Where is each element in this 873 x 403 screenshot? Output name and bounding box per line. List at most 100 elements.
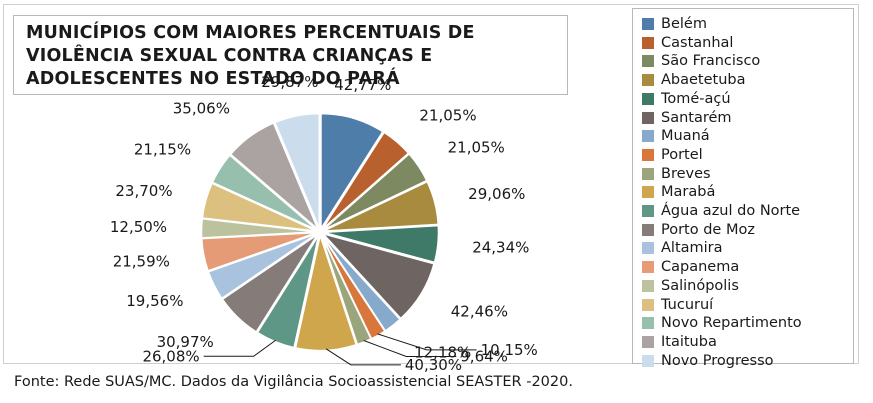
legend-swatch [642, 55, 654, 68]
legend-item-capanema: Capanema [642, 258, 739, 276]
legend-item-novo-progresso: Novo Progresso [642, 352, 774, 370]
chart-title-line-3: ADOLESCENTES NO ESTADO DO PARÁ [26, 69, 400, 89]
legend-item-agua-azul-do-norte: Água azul do Norte [642, 202, 800, 220]
pie-slice-breves [320, 234, 373, 346]
legend-swatch [642, 242, 654, 255]
legend-item-tome-acu: Tomé-açú [642, 90, 731, 108]
legend-label: São Francisco [661, 53, 761, 70]
legend-swatch [642, 111, 654, 124]
legend-item-novo-repartimento: Novo Repartimento [642, 314, 802, 332]
legend-swatch [642, 148, 654, 161]
pie-slice-abaetetuba [323, 180, 439, 232]
legend-swatch [642, 279, 654, 292]
legend-swatch [642, 18, 654, 30]
pie-slice-castanhal [321, 131, 410, 230]
legend-swatch [642, 317, 654, 330]
data-label-sao-francisco: 21,05% [448, 139, 505, 157]
legend-item-abaetetuba: Abaetetuba [642, 71, 746, 89]
legend-label: Santarém [661, 109, 732, 126]
pie-slice-novo-progresso [273, 112, 321, 229]
leader-line-breves [363, 340, 457, 358]
legend-item-sao-francisco: São Francisco [642, 52, 760, 70]
legend-label: Água azul do Norte [661, 203, 801, 219]
pie-slice-tome-acu [323, 224, 440, 264]
legend-label: Muaná [661, 128, 710, 145]
chart-frame [3, 4, 859, 364]
data-label-altamira: 19,56% [126, 292, 183, 310]
legend-item-salinopolis: Salinópolis [642, 277, 739, 295]
source-note: Fonte: Rede SUAS/MC. Dados da Vigilância… [14, 374, 573, 390]
legend-item-belem: Belém [642, 15, 707, 33]
legend-swatch [642, 335, 654, 348]
pie-slice-novo-repartimento [211, 154, 318, 231]
pie-slice-itaituba [229, 122, 319, 230]
legend: Belém Castanhal São Francisco Abaetetuba Tom… [632, 8, 854, 369]
chart-title-line-2: VIOLÊNCIA SEXUAL CONTRA CRIANÇAS E [26, 46, 433, 66]
pie-slice-maraba [294, 232, 358, 352]
pie-slice-agua-azul-do-norte [256, 234, 320, 349]
legend-swatch [642, 130, 654, 143]
legend-label: Porto de Moz [661, 221, 755, 238]
legend-item-santarem: Santarém [642, 109, 732, 127]
legend-label: Belém [661, 16, 707, 32]
legend-label: Castanhal [661, 34, 734, 51]
legend-item-itaituba: Itaituba [642, 333, 717, 351]
data-label-muana: 12,18% [414, 344, 471, 362]
data-label-tucurui: 23,70% [115, 182, 172, 200]
pie-slice-salinopolis [200, 217, 317, 239]
legend-label: Altamira [661, 240, 723, 257]
data-label-belem: 42,77% [334, 76, 391, 94]
legend-item-castanhal: Castanhal [642, 34, 733, 52]
leader-line-portel [377, 333, 477, 351]
pie-slice-altamira [207, 232, 318, 300]
pie-data-labels: 42,77% 21,05% 21,05% 29,06% 24,34% 42,46% 12,1… [110, 73, 538, 374]
pie-slice-tucurui [201, 182, 317, 232]
legend-item-tucurui: Tucuruí [642, 296, 713, 314]
data-label-porto-de-moz: 30,97% [157, 333, 214, 351]
legend-label: Tucuruí [661, 296, 714, 313]
legend-swatch [642, 223, 654, 236]
legend-item-altamira: Altamira [642, 239, 723, 257]
chart-title-line-1: MUNICÍPIOS COM MAIORES PERCENTUAIS DE [26, 23, 475, 43]
legend-label: Itaituba [661, 333, 717, 350]
legend-item-breves: Breves [642, 165, 711, 183]
leader-line-maraba [325, 348, 401, 366]
data-label-portel: 10,15% [481, 341, 538, 359]
legend-label: Capanema [661, 259, 740, 276]
data-label-breves: 9,64% [460, 348, 508, 366]
data-label-capanema: 21,59% [113, 253, 170, 271]
legend-label: Marabá [661, 184, 716, 201]
data-label-agua-azul-do-norte: 26,08% [142, 347, 199, 365]
data-label-castanhal: 21,05% [419, 107, 476, 125]
legend-swatch [642, 205, 654, 217]
pie-slice-sao-francisco [322, 152, 428, 231]
legend-swatch [642, 36, 654, 49]
data-label-abaetetuba: 29,06% [468, 185, 525, 203]
legend-label: Abaetetuba [661, 72, 746, 89]
data-label-novo-progresso: 29,87% [261, 73, 318, 91]
legend-label: Novo Repartimento [661, 315, 802, 332]
data-label-novo-repartimento: 21,15% [134, 141, 191, 159]
data-label-salinopolis: 12,50% [110, 218, 167, 236]
legend-swatch [642, 261, 654, 274]
legend-item-porto-de-moz: Porto de Moz [642, 221, 755, 239]
pie-slices [200, 112, 440, 352]
legend-swatch [642, 74, 654, 87]
legend-swatch [642, 186, 654, 199]
legend-swatch [642, 298, 654, 311]
chart-title-box: MUNICÍPIOS COM MAIORES PERCENTUAIS DE VI… [13, 15, 568, 95]
legend-item-maraba: Marabá [642, 183, 715, 201]
legend-item-portel: Portel [642, 146, 703, 164]
data-label-tome-acu: 24,34% [472, 239, 529, 257]
pie-leader-lines [203, 333, 477, 366]
pie-slice-porto-de-moz [221, 233, 319, 333]
data-label-maraba: 40,30% [405, 356, 462, 374]
legend-swatch [642, 354, 654, 367]
legend-swatch [642, 92, 654, 105]
legend-label: Novo Progresso [661, 352, 774, 369]
pie-slice-belem [320, 112, 384, 232]
pie-slice-capanema [200, 231, 317, 272]
leader-line-agua-azul-do-norte [203, 339, 276, 357]
legend-label: Breves [661, 165, 711, 182]
